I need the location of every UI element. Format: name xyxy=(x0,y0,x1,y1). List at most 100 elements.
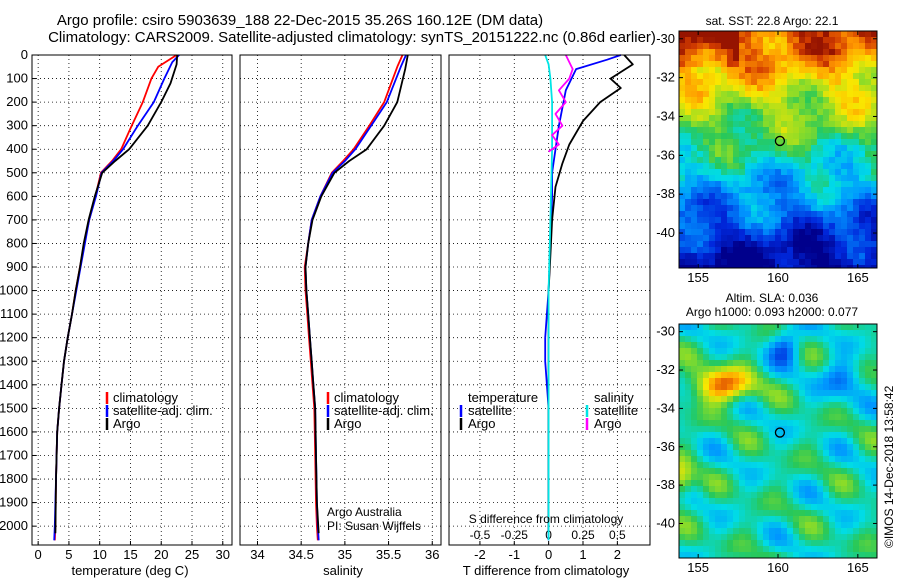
map-cell xyxy=(721,121,728,128)
map-cell xyxy=(697,528,704,535)
map-cell xyxy=(751,115,758,122)
map-cell xyxy=(805,79,812,86)
map-cell xyxy=(829,37,836,44)
map-cell xyxy=(859,37,866,44)
map-cell xyxy=(775,139,782,146)
map-cell xyxy=(853,510,860,517)
map-cell xyxy=(847,444,854,451)
map-cell xyxy=(691,552,698,559)
map-cell xyxy=(757,414,764,421)
map-cell xyxy=(847,37,854,44)
map-cell xyxy=(787,67,794,74)
map-cell xyxy=(841,552,848,559)
map-cell xyxy=(685,55,692,62)
map-cell xyxy=(679,85,686,92)
map-cell xyxy=(859,241,866,248)
map-cell xyxy=(823,414,830,421)
map-cell xyxy=(865,139,872,146)
map-cell xyxy=(775,402,782,409)
map-cell xyxy=(859,468,866,475)
map-cell xyxy=(793,79,800,86)
map-cell xyxy=(799,253,806,260)
map-cell xyxy=(763,109,770,116)
map-cell xyxy=(691,372,698,379)
map-cell xyxy=(847,211,854,218)
map-cell xyxy=(709,384,716,391)
map-cell xyxy=(775,438,782,445)
map-cell xyxy=(703,193,710,200)
map-cell xyxy=(859,181,866,188)
map-cell xyxy=(691,450,698,457)
map-cell xyxy=(799,259,806,266)
map-cell xyxy=(739,396,746,403)
map-cell xyxy=(793,324,800,331)
map-cell xyxy=(829,127,836,134)
map-cell xyxy=(853,516,860,523)
map-cell xyxy=(715,259,722,266)
map-cell xyxy=(799,55,806,62)
map-cell xyxy=(841,378,848,385)
map-cell xyxy=(829,444,836,451)
map-cell xyxy=(841,336,848,343)
map-cell xyxy=(691,504,698,511)
map-cell xyxy=(679,79,686,86)
map-cell xyxy=(763,37,770,44)
map-cell xyxy=(817,151,824,158)
sla-map-title: Altim. SLA: 0.036 xyxy=(726,291,819,305)
map-cell xyxy=(757,241,764,248)
map-cell xyxy=(865,414,872,421)
map-cell xyxy=(841,199,848,206)
map-cell xyxy=(697,510,704,517)
map-cell xyxy=(823,486,830,493)
panel-frame xyxy=(448,54,651,546)
map-cell xyxy=(763,360,770,367)
map-cell xyxy=(841,187,848,194)
map-cell xyxy=(859,342,866,349)
map-cell xyxy=(733,187,740,194)
map-cell xyxy=(781,504,788,511)
map-cell xyxy=(691,354,698,361)
map-cell xyxy=(733,139,740,146)
map-cell xyxy=(733,468,740,475)
y-tick-label: 200 xyxy=(6,94,28,109)
map-cell xyxy=(739,253,746,260)
map-cell xyxy=(691,414,698,421)
map-cell xyxy=(769,247,776,254)
map-cell xyxy=(841,444,848,451)
map-cell xyxy=(757,462,764,469)
map-cell xyxy=(805,354,812,361)
map-cell xyxy=(709,223,716,230)
map-cell xyxy=(841,348,848,355)
map-cell xyxy=(811,217,818,224)
map-cell xyxy=(745,348,752,355)
map-cell xyxy=(829,211,836,218)
map-cell xyxy=(721,169,728,176)
map-cell xyxy=(847,145,854,152)
map-cell xyxy=(727,211,734,218)
map-cell xyxy=(829,402,836,409)
map-cell xyxy=(835,199,842,206)
map-cell xyxy=(787,217,794,224)
map-cell xyxy=(727,516,734,523)
map-cell xyxy=(775,462,782,469)
map-cell xyxy=(811,211,818,218)
map-cell xyxy=(775,336,782,343)
map-cell xyxy=(739,546,746,553)
map-cell xyxy=(781,241,788,248)
map-cell xyxy=(847,516,854,523)
map-cell xyxy=(853,474,860,481)
map-cell xyxy=(733,91,740,98)
profile-line-satellite-adj-clim- xyxy=(53,54,180,541)
map-cell xyxy=(811,229,818,236)
map-cell xyxy=(697,133,704,140)
map-cell xyxy=(775,546,782,553)
map-cell xyxy=(865,223,872,230)
map-cell xyxy=(781,330,788,337)
map-cell xyxy=(721,103,728,110)
map-cell xyxy=(751,426,758,433)
map-cell xyxy=(799,181,806,188)
map-cell xyxy=(841,55,848,62)
map-cell xyxy=(799,330,806,337)
map-cell xyxy=(739,265,746,269)
map-cell xyxy=(859,546,866,553)
